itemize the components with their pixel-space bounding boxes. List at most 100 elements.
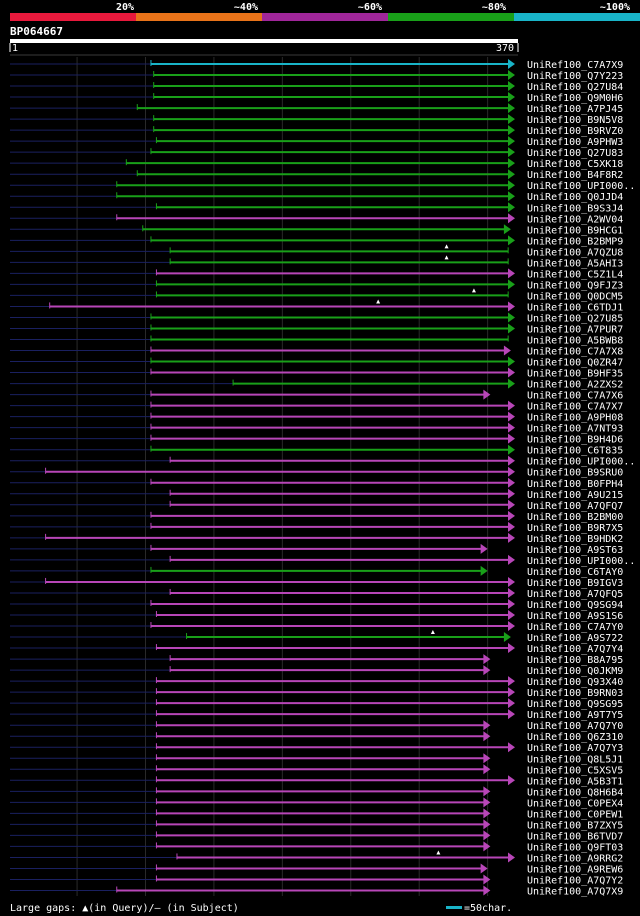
- hit-row[interactable]: UniRef100_Q27U83: [10, 147, 623, 159]
- hit-row[interactable]: UniRef100_Q9SG94: [10, 598, 623, 611]
- hit-name[interactable]: UniRef100_A7Q7Y2: [527, 875, 623, 886]
- hit-row[interactable]: UniRef100_C0PEX4: [10, 797, 623, 809]
- hit-name[interactable]: UniRef100_C5XSV5: [527, 765, 623, 776]
- hit-row[interactable]: UniRef100_A5AHI3: [10, 258, 623, 269]
- hit-name[interactable]: UniRef100_A7PJ45: [527, 104, 623, 115]
- hit-row[interactable]: UniRef100_A7Q7Y2: [10, 874, 623, 886]
- hit-name[interactable]: UniRef100_B9HCG1: [527, 225, 623, 236]
- hit-name[interactable]: UniRef100_B9HF35: [527, 369, 623, 380]
- hit-row[interactable]: UniRef100_B4F8R2: [10, 169, 623, 181]
- hit-name[interactable]: UniRef100_C7A7X7: [527, 402, 623, 413]
- hit-row[interactable]: UniRef100_C6T835: [10, 444, 623, 457]
- hit-name[interactable]: UniRef100_Q6Z310: [527, 732, 623, 743]
- hit-name[interactable]: UniRef100_C0PEW1: [527, 809, 623, 820]
- hit-name[interactable]: UniRef100_B7ZXY5: [527, 820, 623, 831]
- hit-name[interactable]: UniRef100_B9HDK2: [527, 534, 623, 545]
- hit-name[interactable]: UniRef100_Q0JJD4: [527, 192, 623, 203]
- hit-name[interactable]: UniRef100_UPI000..: [527, 556, 635, 567]
- hit-row[interactable]: UniRef100_B9R7X5: [10, 521, 623, 534]
- hit-name[interactable]: UniRef100_A7PUR7: [527, 324, 623, 335]
- hit-name[interactable]: UniRef100_C0PEX4: [527, 798, 623, 809]
- hit-name[interactable]: UniRef100_C7A7Y0: [527, 622, 623, 633]
- hit-name[interactable]: UniRef100_UPI000..: [527, 457, 635, 468]
- hit-name[interactable]: UniRef100_B8A795: [527, 655, 623, 666]
- hit-row[interactable]: UniRef100_A7PJ45: [10, 103, 623, 115]
- hit-row[interactable]: UniRef100_C6TAY0: [10, 565, 623, 578]
- hit-name[interactable]: UniRef100_Q9SG95: [527, 699, 623, 710]
- hit-name[interactable]: UniRef100_Q0ZR47: [527, 358, 623, 369]
- hit-row[interactable]: UniRef100_B7ZXY5: [10, 819, 623, 831]
- hit-row[interactable]: UniRef100_Q9FJZ3: [10, 279, 623, 291]
- hit-row[interactable]: UniRef100_C7A7Y0: [10, 621, 623, 633]
- hit-name[interactable]: UniRef100_Q8H6B4: [527, 787, 623, 798]
- hit-name[interactable]: UniRef100_B9S3J4: [527, 203, 623, 214]
- hit-row[interactable]: UniRef100_C5XSV5: [10, 764, 623, 776]
- hit-row[interactable]: UniRef100_Q27U85: [10, 312, 623, 324]
- hit-row[interactable]: UniRef100_A7QFQ7: [10, 499, 623, 512]
- hit-name[interactable]: UniRef100_C7A7X9: [527, 60, 623, 71]
- hit-name[interactable]: UniRef100_B9H4D6: [527, 435, 623, 446]
- hit-name[interactable]: UniRef100_A9PHW3: [527, 137, 623, 148]
- hit-row[interactable]: UniRef100_Q8H6B4: [10, 786, 623, 798]
- hit-row[interactable]: UniRef100_A9RRG2: [10, 852, 623, 864]
- hit-name[interactable]: UniRef100_B9RVZ0: [527, 126, 623, 137]
- hit-row[interactable]: UniRef100_A2WV04: [10, 213, 623, 225]
- hit-row[interactable]: UniRef100_Q8L5J1: [10, 753, 623, 765]
- hit-name[interactable]: UniRef100_A5BWB8: [527, 336, 623, 347]
- hit-row[interactable]: UniRef100_A9S722: [10, 632, 623, 644]
- hit-name[interactable]: UniRef100_A5B3T1: [527, 776, 623, 787]
- hit-row[interactable]: UniRef100_C7A7X9: [10, 59, 623, 71]
- hit-name[interactable]: UniRef100_A7QZU8: [527, 247, 623, 258]
- hit-row[interactable]: UniRef100_C7A7X6: [10, 389, 623, 402]
- hit-row[interactable]: UniRef100_A7Q7Y0: [10, 720, 623, 732]
- hit-row[interactable]: UniRef100_B9IGV3: [10, 576, 623, 589]
- hit-row[interactable]: UniRef100_C0PEW1: [10, 808, 623, 820]
- hit-row[interactable]: UniRef100_A7Q7X9: [10, 885, 623, 898]
- hit-row[interactable]: UniRef100_B9H4D6: [10, 433, 623, 446]
- hit-row[interactable]: UniRef100_B9HF35: [10, 367, 623, 380]
- hit-name[interactable]: UniRef100_B9SRU0: [527, 468, 623, 479]
- hit-name[interactable]: UniRef100_A2ZXS2: [527, 380, 623, 391]
- hit-row[interactable]: UniRef100_Q0JJD4: [10, 191, 623, 203]
- hit-row[interactable]: UniRef100_A9T7Y5: [10, 709, 623, 721]
- hit-name[interactable]: UniRef100_A5AHI3: [527, 258, 623, 269]
- hit-row[interactable]: UniRef100_B9RVZ0: [10, 125, 623, 137]
- hit-row[interactable]: UniRef100_A2ZXS2: [10, 378, 623, 391]
- hit-name[interactable]: UniRef100_Q0DCM5: [527, 291, 623, 302]
- hit-row[interactable]: UniRef100_Q9SG95: [10, 698, 623, 710]
- hit-row[interactable]: UniRef100_C7A7X8: [10, 345, 623, 358]
- hit-name[interactable]: UniRef100_A7NT93: [527, 424, 623, 435]
- hit-row[interactable]: UniRef100_B8A795: [10, 654, 623, 666]
- hit-name[interactable]: UniRef100_Q27U83: [527, 148, 623, 159]
- hit-row[interactable]: UniRef100_Q27U84: [10, 81, 623, 93]
- hit-row[interactable]: UniRef100_B9HCG1: [10, 224, 623, 236]
- hit-name[interactable]: UniRef100_A9S722: [527, 633, 623, 644]
- hit-row[interactable]: UniRef100_Q7Y223: [10, 70, 623, 82]
- hit-name[interactable]: UniRef100_Q9FT03: [527, 842, 623, 853]
- hit-row[interactable]: UniRef100_A7QZU8: [10, 247, 623, 258]
- hit-name[interactable]: UniRef100_B9RN03: [527, 688, 623, 699]
- hit-row[interactable]: UniRef100_A7Q7Y4: [10, 643, 623, 655]
- hit-name[interactable]: UniRef100_Q27U85: [527, 313, 623, 324]
- hit-name[interactable]: UniRef100_Q8L5J1: [527, 754, 623, 765]
- hit-name[interactable]: UniRef100_A7Q7Y3: [527, 743, 623, 754]
- hit-row[interactable]: UniRef100_Q9FT03: [10, 841, 623, 853]
- hit-name[interactable]: UniRef100_B9R7X5: [527, 523, 623, 534]
- hit-row[interactable]: UniRef100_B6TVD7: [10, 830, 623, 842]
- hit-row[interactable]: UniRef100_B9N5V8: [10, 114, 623, 126]
- hit-row[interactable]: UniRef100_B9HDK2: [10, 532, 623, 545]
- hit-name[interactable]: UniRef100_A2WV04: [527, 214, 623, 225]
- hit-name[interactable]: UniRef100_A9REW6: [527, 864, 623, 875]
- hit-row[interactable]: UniRef100_B2BMP9: [10, 235, 623, 247]
- hit-name[interactable]: UniRef100_C7A7X6: [527, 391, 623, 402]
- hit-name[interactable]: UniRef100_A7Q7Y4: [527, 644, 623, 655]
- hit-row[interactable]: UniRef100_B0FPH4: [10, 477, 623, 490]
- hit-row[interactable]: UniRef100_A9PH08: [10, 411, 623, 424]
- hit-name[interactable]: UniRef100_A9U215: [527, 490, 623, 501]
- hit-name[interactable]: UniRef100_C5XK18: [527, 159, 623, 170]
- hit-name[interactable]: UniRef100_A7Q7Y0: [527, 721, 623, 732]
- hit-name[interactable]: UniRef100_B9IGV3: [527, 578, 623, 589]
- hit-row[interactable]: UniRef100_B2BM00: [10, 510, 623, 523]
- hit-name[interactable]: UniRef100_Q7Y223: [527, 71, 623, 82]
- hit-row[interactable]: UniRef100_C6TDJ1: [10, 301, 623, 313]
